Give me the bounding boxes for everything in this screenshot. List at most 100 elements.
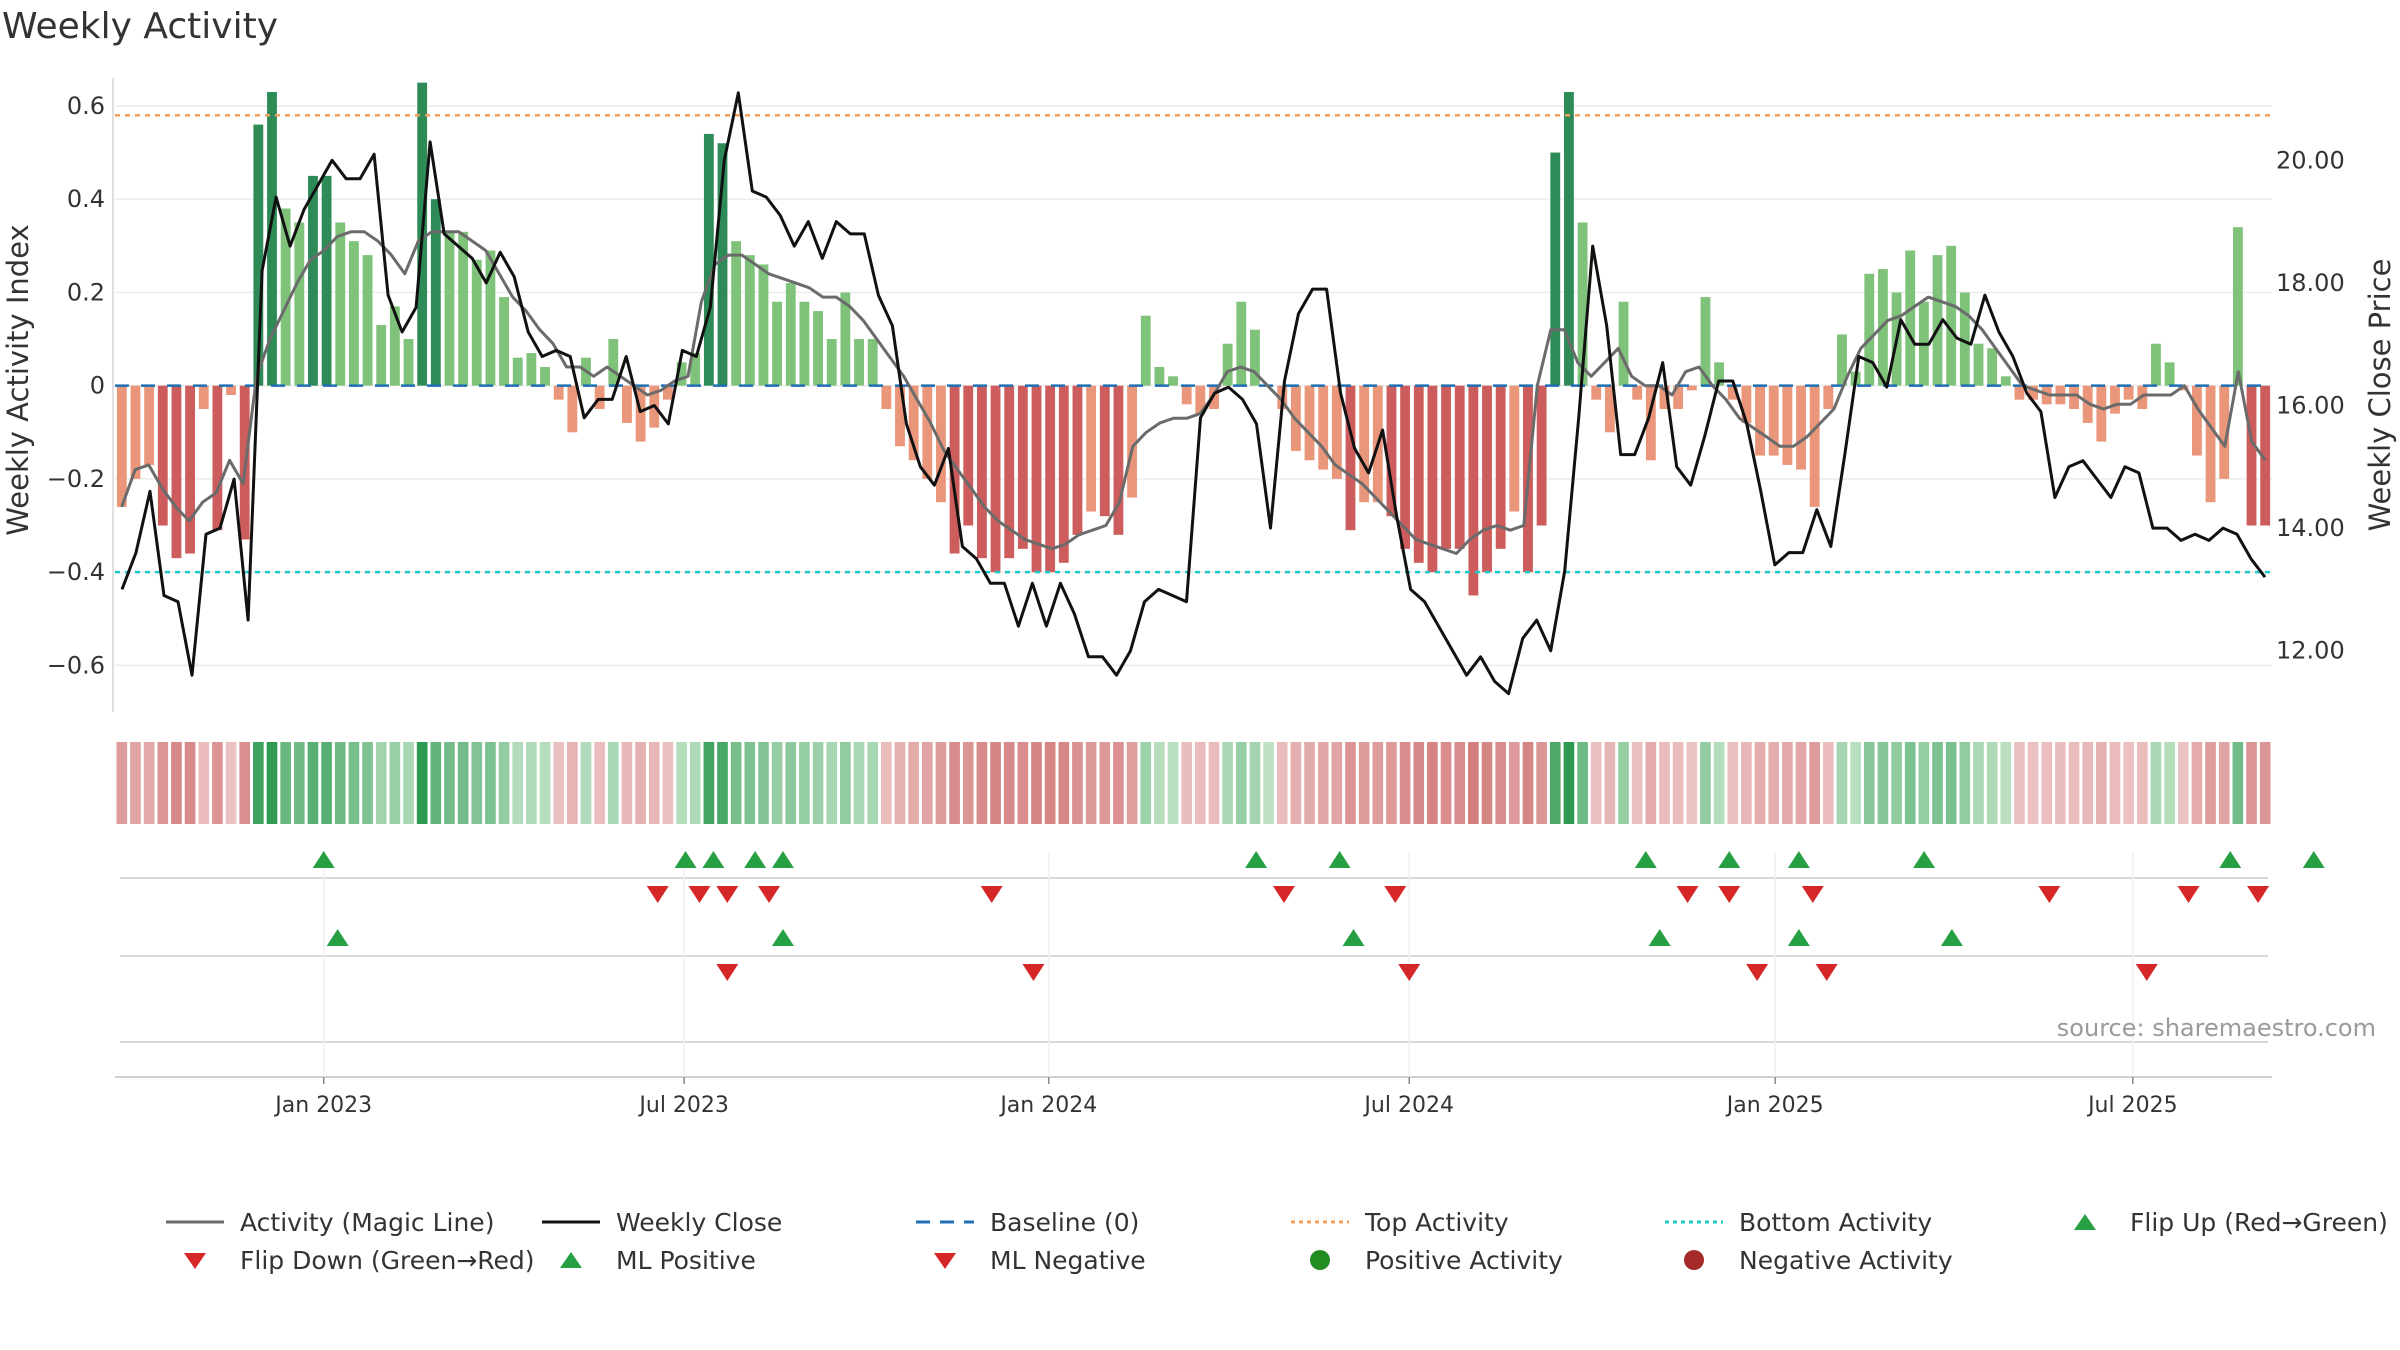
activity-strip-cell xyxy=(1167,742,1179,824)
activity-bar xyxy=(185,385,196,554)
activity-strip-cell xyxy=(130,742,141,824)
activity-bar xyxy=(1686,385,1697,391)
ml-positive-marker xyxy=(771,929,794,946)
activity-strip-cell xyxy=(1822,742,1834,824)
activity-bar xyxy=(2123,385,2134,400)
activity-bar xyxy=(1618,301,1629,386)
legend-item-ml-negative: ML Negative xyxy=(914,1243,1146,1277)
activity-bar xyxy=(321,175,332,386)
flip-down-marker xyxy=(1384,886,1407,903)
activity-bar xyxy=(881,385,892,409)
activity-bar xyxy=(1222,343,1233,386)
activity-bar xyxy=(1168,376,1178,386)
activity-bar xyxy=(226,385,236,395)
activity-bar xyxy=(130,385,141,479)
activity-bar xyxy=(1509,385,1520,512)
activity-strip-cell xyxy=(2164,742,2175,824)
y-axis-label: Weekly Activity Index xyxy=(1,224,35,535)
activity-bar xyxy=(990,385,1001,573)
activity-bar xyxy=(171,385,182,559)
legend-label: ML Positive xyxy=(616,1245,756,1275)
activity-bar xyxy=(553,385,564,400)
activity-strip-cell xyxy=(1645,742,1657,824)
y-tick-label: 0.4 xyxy=(67,185,105,213)
activity-bar xyxy=(1768,385,1779,456)
activity-strip-cell xyxy=(1563,742,1575,824)
y2-tick-label: 16.00 xyxy=(2276,392,2345,420)
activity-strip-cell xyxy=(921,742,933,824)
magic-line-icon xyxy=(166,1220,224,1224)
activity-bar xyxy=(1441,385,1451,549)
flip-up-marker xyxy=(2219,851,2242,868)
ml-positive-marker xyxy=(1787,929,1810,946)
activity-bar xyxy=(2000,376,2011,386)
activity-strip-cell xyxy=(1099,742,1111,824)
activity-bar xyxy=(2110,385,2120,414)
activity-bar xyxy=(785,283,796,386)
activity-strip-cell xyxy=(2000,742,2012,824)
activity-bar xyxy=(376,325,387,386)
positive-activity-circle-icon xyxy=(1310,1250,1330,1270)
activity-bar xyxy=(2246,385,2257,526)
activity-strip-cell xyxy=(812,742,824,824)
activity-strip-cell xyxy=(2109,742,2121,824)
flip-down-marker xyxy=(1801,886,1824,903)
flip-down-marker xyxy=(980,886,1003,903)
ml-positive-marker xyxy=(1342,929,1365,946)
activity-bar xyxy=(1331,385,1342,479)
activity-bar xyxy=(526,353,537,386)
activity-strip-cell xyxy=(1863,742,1875,824)
activity-strip-cell xyxy=(321,742,332,824)
activity-bar xyxy=(335,222,346,386)
legend-item-baseline: Baseline (0) xyxy=(914,1205,1139,1239)
activity-strip-cell xyxy=(1195,742,1206,824)
flip-up-marker xyxy=(702,851,725,868)
activity-bar xyxy=(2151,343,2161,386)
x-tick-label: Jan 2024 xyxy=(998,1093,1097,1118)
activity-bar xyxy=(1755,385,1765,456)
activity-bar xyxy=(294,222,305,386)
activity-bar xyxy=(2191,385,2202,456)
flip-down-marker xyxy=(1718,886,1741,903)
activity-strip-cell xyxy=(1918,742,1930,824)
ml-negative-triangle-down-icon xyxy=(934,1253,956,1269)
activity-bar xyxy=(1727,385,1738,400)
activity-strip-cell xyxy=(253,742,264,824)
activity-strip-cell xyxy=(444,742,455,824)
activity-bar xyxy=(1454,385,1465,549)
activity-strip-cell xyxy=(1549,742,1561,824)
activity-bar xyxy=(703,133,714,386)
activity-strip-cell xyxy=(976,742,988,824)
activity-strip-cell xyxy=(2218,742,2230,824)
legend-label: Negative Activity xyxy=(1739,1245,1953,1275)
ml-negative-marker xyxy=(2135,964,2158,981)
activity-bar xyxy=(1386,385,1397,517)
activity-strip-cell xyxy=(1154,742,1165,824)
activity-strip-cell xyxy=(1700,742,1711,824)
activity-bar xyxy=(567,385,578,433)
activity-bar xyxy=(267,91,277,386)
activity-strip-cell xyxy=(2205,742,2216,824)
activity-strip-cell xyxy=(1235,742,1247,824)
activity-bar xyxy=(1495,385,1506,549)
activity-bar xyxy=(2205,385,2216,503)
activity-strip-cell xyxy=(1345,742,1356,824)
activity-strip-cell xyxy=(730,742,742,824)
flip-down-marker xyxy=(2177,886,2200,903)
legend-label: Flip Up (Red→Green) xyxy=(2130,1207,2388,1237)
activity-strip-cell xyxy=(594,742,605,824)
activity-strip-cell xyxy=(990,742,1001,824)
x-tick-label: Jul 2023 xyxy=(637,1093,729,1118)
activity-bar xyxy=(116,385,127,507)
activity-strip-cell xyxy=(635,742,646,824)
y-tick-label: 0.6 xyxy=(67,92,105,120)
activity-bar xyxy=(1536,385,1547,526)
activity-strip-cell xyxy=(334,742,346,824)
activity-strip-cell xyxy=(2082,742,2094,824)
chart-title: Weekly Activity xyxy=(2,6,279,47)
activity-bar xyxy=(826,339,837,386)
activity-bar xyxy=(540,367,550,386)
legend-label: Positive Activity xyxy=(1365,1245,1563,1275)
activity-strip-cell xyxy=(962,742,974,824)
flip-down-marker xyxy=(716,886,739,903)
